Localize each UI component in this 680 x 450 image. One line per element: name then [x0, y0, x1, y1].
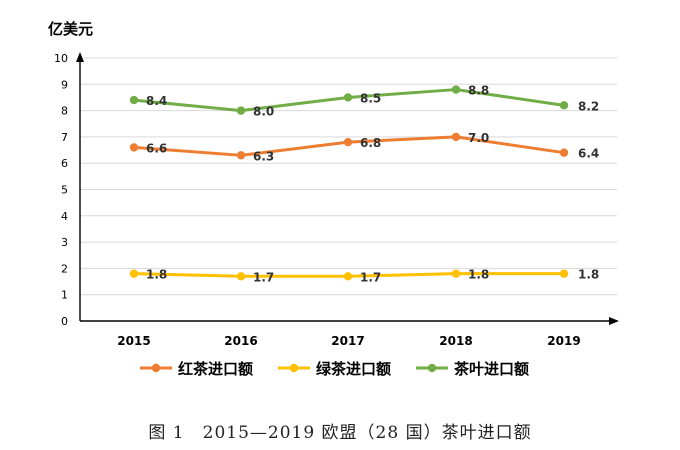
legend-swatch-marker — [427, 363, 437, 373]
y-tick-label: 4 — [61, 210, 68, 223]
data-label: 8.2 — [578, 99, 599, 113]
x-tick-label: 2018 — [439, 334, 472, 348]
data-point — [343, 93, 353, 102]
data-point — [451, 269, 461, 278]
y-axis-arrow — [76, 52, 84, 62]
data-label: 8.0 — [253, 105, 274, 119]
data-label: 6.3 — [253, 149, 274, 163]
data-point — [129, 269, 139, 278]
data-label: 6.4 — [578, 147, 599, 161]
y-unit-label: 亿美元 — [48, 20, 94, 38]
series-lines — [129, 85, 569, 281]
data-point — [236, 272, 246, 281]
y-tick-label: 0 — [61, 315, 68, 328]
data-label: 8.4 — [146, 94, 167, 108]
y-tick-label: 10 — [54, 52, 68, 65]
data-label: 8.8 — [468, 84, 489, 98]
data-point — [559, 269, 569, 278]
y-tick-label: 2 — [61, 262, 68, 275]
data-point — [343, 137, 353, 147]
legend-label: 茶叶进口额 — [454, 360, 529, 378]
data-label: 1.7 — [253, 270, 274, 284]
legend-swatch-marker — [289, 363, 299, 373]
data-labels: 6.6 6.3 6.8 7.0 6.4 1.8 1.7 1.7 1.8 1.8 8.4 8.0 8.5 8… — [146, 84, 599, 285]
y-tick-label: 5 — [61, 184, 68, 197]
data-label: 8.5 — [360, 91, 381, 105]
y-tick-label: 9 — [61, 78, 68, 91]
x-tick-label: 2015 — [117, 334, 150, 348]
data-point — [451, 85, 461, 94]
gridlines — [80, 57, 617, 296]
y-tick-label: 6 — [61, 157, 68, 170]
legend-label: 绿茶进口额 — [316, 360, 391, 378]
data-label: 6.8 — [360, 136, 381, 150]
x-axis-arrow — [609, 317, 619, 325]
data-point — [559, 101, 569, 110]
data-label: 1.7 — [360, 270, 381, 284]
x-tick-label: 2017 — [331, 334, 364, 348]
y-tick-label: 1 — [61, 289, 68, 302]
data-point — [129, 143, 139, 152]
data-point — [236, 151, 246, 160]
data-label: 6.6 — [146, 141, 167, 155]
legend-swatch-marker — [151, 363, 161, 373]
legend-label: 红茶进口额 — [178, 360, 253, 378]
data-label: 1.8 — [146, 268, 167, 282]
y-tick-label: 8 — [61, 105, 68, 118]
x-tick-label: 2019 — [547, 334, 580, 348]
x-tick-label: 2016 — [224, 334, 257, 348]
y-tick-label: 7 — [61, 131, 68, 144]
axes: 0 1 2 3 4 5 6 7 8 9 10 2015 2016 2017 2018 2019 — [54, 52, 619, 348]
data-point — [343, 272, 353, 281]
data-label: 7.0 — [468, 131, 489, 145]
y-tick-label: 3 — [61, 236, 68, 249]
data-point — [559, 148, 569, 157]
data-point — [236, 106, 246, 115]
data-point — [129, 95, 139, 105]
data-label: 1.8 — [468, 268, 489, 282]
legend: 红茶进口额 绿茶进口额 茶叶进口额 — [140, 360, 529, 378]
data-label: 1.8 — [578, 268, 599, 282]
data-point — [451, 132, 461, 142]
figure-caption: 图 1 2015—2019 欧盟（28 国）茶叶进口额 — [148, 423, 532, 443]
